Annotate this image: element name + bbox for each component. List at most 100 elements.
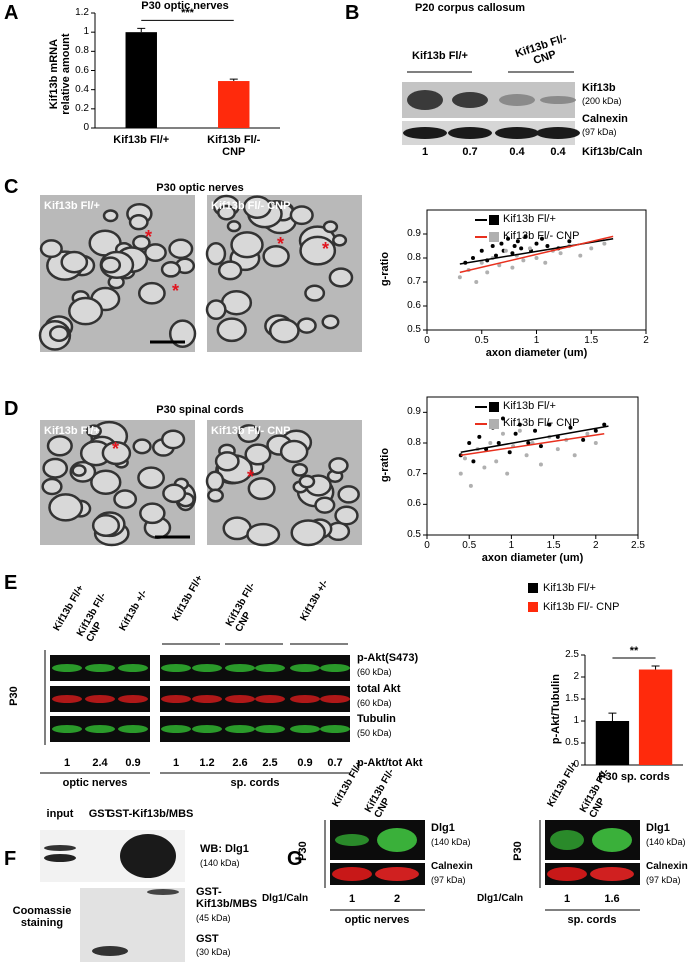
group-label: optic nerves [344,914,410,926]
band [85,725,115,733]
band [592,828,632,852]
panel-label: E [4,572,18,594]
scatter-point [547,422,552,427]
scatter-point [526,441,531,445]
band [118,695,148,703]
legend-swatch [489,215,499,225]
band-size: (60 kDa) [357,667,392,677]
panel-label: G [287,848,303,870]
marker-label: GST [196,933,219,945]
band [547,867,587,881]
axon [48,493,84,522]
legend-label: Kif13b Fl/- CNP [503,417,580,429]
scatter-point [593,428,598,433]
band-label: Calnexin [431,861,473,872]
panel-title: P30 spinal cords [156,404,244,416]
image-label: Kif13b Fl/- CNP [211,200,291,212]
band [85,664,115,672]
panel-label: A [4,2,19,24]
axon [100,256,122,274]
axon [322,220,339,234]
band-label: Calnexin [582,113,628,125]
error-bar [608,712,617,721]
axon [68,296,104,326]
axon [216,317,247,343]
band-size: (97 kDa) [582,127,617,137]
band-label: Dlg1 [431,822,455,834]
axon [205,299,227,321]
scatter-point [572,453,577,458]
scatter-point [488,441,493,445]
axon [289,205,314,226]
axon [230,231,264,259]
band [192,664,222,672]
scatter-point [510,265,515,270]
ratio: 1.6 [604,893,620,905]
y-axis-label: Kif13b mRNA relative amount [47,33,72,115]
band [52,695,82,703]
scatter-point [474,280,479,284]
axon [205,242,227,266]
band-size: (140 kDa) [646,837,686,847]
plot-frame [426,209,647,331]
scatter-point [506,236,511,241]
y-tick-label: 1 [83,26,89,38]
band [255,695,285,703]
legend-label: Kif13b Fl/- CNP [543,601,620,613]
y-tick-label: 0 [573,759,579,770]
lane-label: GST-Kif13b/MBS [106,808,194,820]
band-label: Kif13b [582,82,616,94]
band [255,725,285,733]
axon [128,213,149,231]
band [540,96,576,104]
image-label: Kif13b Fl/- CNP [211,425,291,437]
x-axis-label: axon diameter (um) [481,552,584,564]
group-label: Kif13b Fl/+ [412,50,468,62]
y-tick-label: 0.8 [407,252,421,263]
x-tick-label: P30 sp. cords [598,771,670,783]
scatter-point [462,456,467,461]
axon [217,204,237,221]
scatter-point [497,263,502,268]
band [290,725,320,733]
ratio: 0.9 [297,757,313,769]
axon [226,220,242,233]
scatter-point [512,244,517,248]
band [495,127,539,139]
axon [314,496,336,514]
band-size: (60 kDa) [357,698,392,708]
scatter-point [593,441,598,445]
ratio: 2.6 [232,757,248,769]
scatter-point [477,434,482,439]
scatter-point [485,270,490,275]
axon [298,474,316,489]
ratio: 2.5 [262,757,278,769]
scatter-point [523,234,528,239]
x-tick-label: 1.5 [546,540,561,551]
axon [101,440,132,466]
axon [48,325,70,342]
band [44,845,76,851]
axon [207,488,224,503]
scatter-point [505,471,510,476]
band [332,867,372,881]
band [320,695,350,703]
ratio: 1 [563,893,571,905]
asterisk: * [172,281,180,301]
band-size: (140 kDa) [200,858,240,868]
band [225,695,255,703]
ratio: 0.4 [509,146,525,158]
axon [247,477,276,501]
fit-line [460,433,605,457]
asterisk: * [145,227,153,247]
chart-title: P30 optic nerves [141,0,229,12]
scatter-point [467,441,472,445]
ratio-label: Dlg1/Caln [476,893,524,904]
scatter-point [493,253,498,258]
ratio: 0.9 [125,757,141,769]
scatter-point [479,248,484,253]
band [44,854,76,862]
band [377,828,417,852]
significance: ** [629,645,639,657]
age-label: P30 [296,841,309,861]
